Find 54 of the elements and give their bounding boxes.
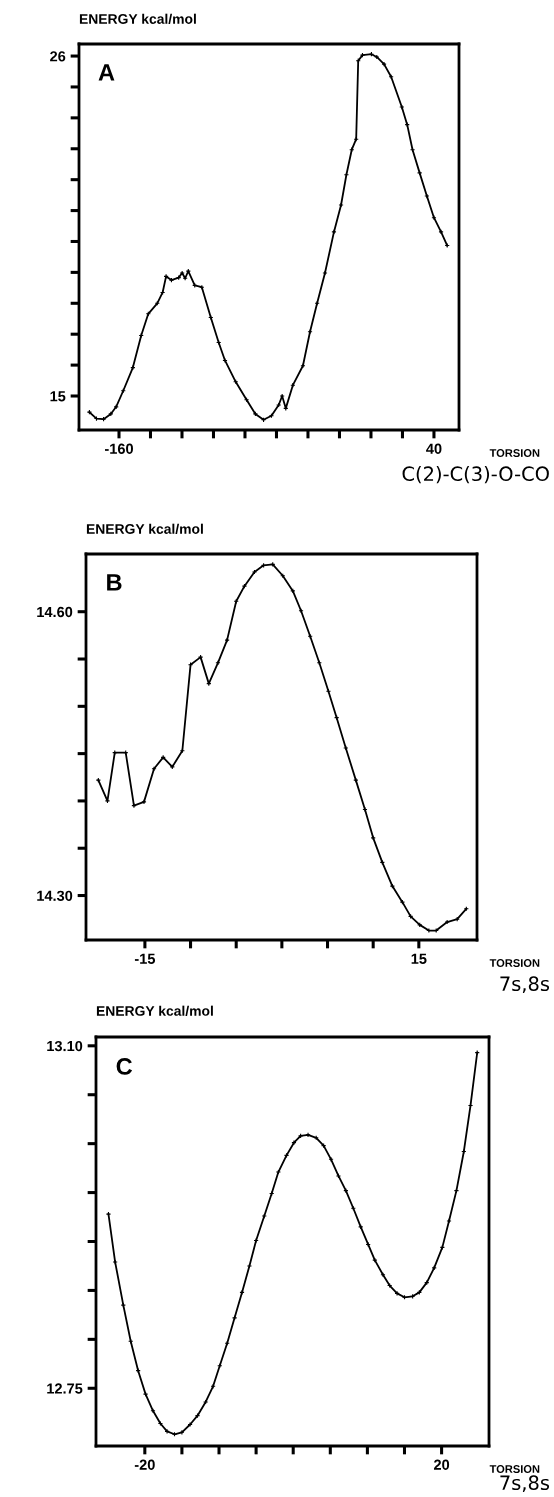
point <box>239 1289 245 1296</box>
point <box>431 215 437 221</box>
point <box>215 660 221 666</box>
point <box>331 229 337 235</box>
x-axis-title: TORSION <box>489 1465 540 1473</box>
x-tick-label: -15 <box>134 953 156 964</box>
text: B <box>107 574 122 591</box>
point <box>141 799 147 805</box>
x-tick-label: -160 <box>104 443 133 454</box>
point <box>305 1132 311 1138</box>
y-tick-label: 13.10 <box>47 1040 83 1052</box>
x-axis-title: TORSION <box>489 449 540 457</box>
point <box>322 270 328 276</box>
point <box>307 329 313 335</box>
point <box>251 569 258 575</box>
point <box>150 1408 156 1414</box>
point <box>298 608 304 614</box>
y-tick-label: 12.75 <box>47 1383 83 1394</box>
point <box>276 402 282 408</box>
point <box>338 202 344 208</box>
point <box>380 1272 386 1278</box>
point <box>444 919 450 925</box>
point <box>275 1169 282 1175</box>
y-tick-label: 26 <box>50 51 66 62</box>
point <box>438 229 444 235</box>
point <box>328 1156 334 1162</box>
point <box>222 357 228 364</box>
point <box>112 1259 118 1265</box>
text: C(2)-C(3)-O-CO <box>402 466 549 484</box>
point <box>424 193 430 199</box>
y-tick-label: 14.30 <box>37 890 73 901</box>
x-axis-title: TORSION <box>489 959 540 967</box>
point <box>151 766 157 772</box>
point <box>203 1399 209 1405</box>
y-axis-title: ENERGY kcal/mol <box>86 523 203 535</box>
point <box>446 1218 452 1224</box>
y-tick-label: 15 <box>50 391 66 402</box>
y-tick-label: 14.60 <box>37 606 73 618</box>
x-tick-label: 20 <box>433 1459 450 1470</box>
point <box>362 806 368 813</box>
point <box>374 54 380 60</box>
y-axis-title: ENERGY kcal/mol <box>96 1005 213 1016</box>
x-tick-label: 40 <box>426 443 442 454</box>
point <box>343 745 349 751</box>
point <box>399 104 405 110</box>
text: 7s,8s <box>500 976 550 994</box>
x-tick-label: -20 <box>134 1459 155 1470</box>
text: 7s,8s <box>500 1475 550 1493</box>
point <box>246 1263 253 1269</box>
point <box>291 1140 297 1146</box>
text: C <box>116 1058 133 1075</box>
point <box>381 61 387 67</box>
y-axis-title: ENERGY kcal/mol <box>79 13 196 25</box>
text: A <box>98 64 115 81</box>
